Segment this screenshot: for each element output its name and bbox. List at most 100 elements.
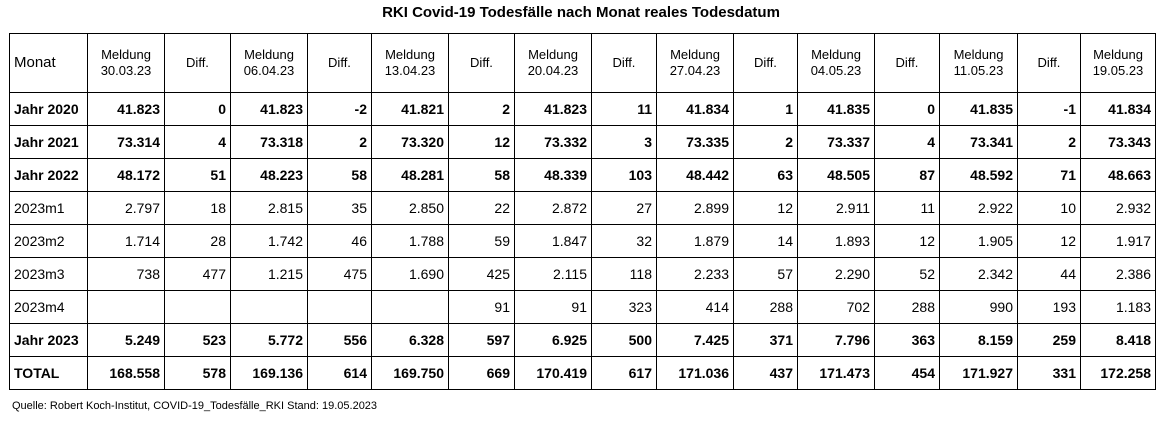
table-cell: 614 — [307, 356, 372, 390]
table-cell: 41.823 — [87, 92, 165, 126]
table-cell: 169.750 — [371, 356, 449, 390]
column-header-label: Diff. — [1037, 55, 1061, 70]
table-cell: 103 — [591, 158, 657, 192]
table-cell: 12 — [874, 224, 940, 258]
table-header-row: Monat Meldung 30.03.23 Diff. Meldung 06.04.23… — [9, 33, 1156, 93]
column-header: Meldung 19.05.23 — [1080, 33, 1156, 93]
table-cell: 7.425 — [656, 323, 734, 357]
table-cell: 8.159 — [939, 323, 1018, 357]
table-cell: 2.115 — [514, 257, 592, 291]
table-cell — [87, 290, 165, 324]
table-cell: 28 — [164, 224, 231, 258]
table-cell: 58 — [448, 158, 515, 192]
table-cell: 1 — [733, 92, 798, 126]
table-cell: 170.419 — [514, 356, 592, 390]
table-cell: 363 — [874, 323, 940, 357]
table-cell: 2 — [733, 125, 798, 159]
table-cell: 1.714 — [87, 224, 165, 258]
table-cell: 288 — [874, 290, 940, 324]
table-cell: 425 — [448, 257, 515, 291]
table-cell: 4 — [164, 125, 231, 159]
table-cell: 371 — [733, 323, 798, 357]
table-cell: 1.742 — [230, 224, 308, 258]
row-label: Jahr 2022 — [9, 158, 88, 192]
table-row: Jahr 2020 41.823 0 41.823 -2 41.821 2 41.823 11 4… — [9, 92, 1156, 126]
deaths-table: Monat Meldung 30.03.23 Diff. Meldung 06.04.23… — [9, 33, 1156, 390]
table-cell: 57 — [733, 257, 798, 291]
column-header-date: 06.04.23 — [243, 63, 295, 78]
table-cell: 5.249 — [87, 323, 165, 357]
table-row: Jahr 2021 73.314 4 73.318 2 73.320 12 73.332 3 73… — [9, 125, 1156, 159]
table-cell: 1.690 — [371, 257, 449, 291]
table-cell: 48.505 — [797, 158, 875, 192]
row-label: 2023m4 — [9, 290, 88, 324]
table-cell: 738 — [87, 257, 165, 291]
table-cell: 1.215 — [230, 257, 308, 291]
column-header-date: 20.04.23 — [527, 63, 579, 78]
table-cell: 48.172 — [87, 158, 165, 192]
table-cell: 2 — [448, 92, 515, 126]
table-cell: 475 — [307, 257, 372, 291]
table-cell: 3 — [591, 125, 657, 159]
table-cell: 331 — [1017, 356, 1081, 390]
table-cell: 73.314 — [87, 125, 165, 159]
row-label: Jahr 2021 — [9, 125, 88, 159]
column-header-label: Diff. — [470, 55, 493, 70]
table-cell: 323 — [591, 290, 657, 324]
table-cell: 454 — [874, 356, 940, 390]
row-label: Jahr 2023 — [9, 323, 88, 357]
table-cell: 2.932 — [1080, 191, 1156, 225]
column-header-label: Diff. — [754, 55, 777, 70]
table-cell: 437 — [733, 356, 798, 390]
column-header-label: Diff. — [328, 55, 351, 70]
table-cell: 48.663 — [1080, 158, 1156, 192]
table-row: Jahr 2023 5.249 523 5.772 556 6.328 597 6.925 50… — [9, 323, 1156, 357]
table-cell: -2 — [307, 92, 372, 126]
page-title: RKI Covid-19 Todesfälle nach Monat reale… — [382, 4, 780, 21]
table-cell: 0 — [164, 92, 231, 126]
table-cell: 48.442 — [656, 158, 734, 192]
table-cell: 51 — [164, 158, 231, 192]
table-cell: 35 — [307, 191, 372, 225]
table-cell: 259 — [1017, 323, 1081, 357]
table-cell: 2.872 — [514, 191, 592, 225]
table-cell: 171.927 — [939, 356, 1018, 390]
table-cell: 12 — [733, 191, 798, 225]
table-cell: 2 — [307, 125, 372, 159]
table-cell: 8.418 — [1080, 323, 1156, 357]
table-row: 2023m2 1.714 28 1.742 46 1.788 59 1.847 32 1.879 1… — [9, 224, 1156, 258]
table-cell: 41.835 — [939, 92, 1018, 126]
table-cell: 32 — [591, 224, 657, 258]
table-cell: 18 — [164, 191, 231, 225]
column-header-label: Meldung — [244, 47, 294, 62]
table-cell: 2.815 — [230, 191, 308, 225]
table-cell: 71 — [1017, 158, 1081, 192]
table-cell: 48.281 — [371, 158, 449, 192]
table-cell: 2.290 — [797, 257, 875, 291]
column-header: Meldung 13.04.23 — [371, 33, 449, 93]
table-cell: 2.922 — [939, 191, 1018, 225]
table-cell: 44 — [1017, 257, 1081, 291]
column-header-date: 30.03.23 — [100, 63, 152, 78]
table-cell: 73.337 — [797, 125, 875, 159]
table-row: 2023m1 2.797 18 2.815 35 2.850 22 2.872 27 2.899 1… — [9, 191, 1156, 225]
column-header-date: 13.04.23 — [384, 63, 436, 78]
table-cell: 2.386 — [1080, 257, 1156, 291]
table-cell: 669 — [448, 356, 515, 390]
table-cell: 1.183 — [1080, 290, 1156, 324]
table-cell: 12 — [1017, 224, 1081, 258]
column-header-label: Meldung — [385, 47, 435, 62]
column-header-label: Monat — [14, 54, 56, 71]
table-cell: 73.320 — [371, 125, 449, 159]
column-header-label: Diff. — [612, 55, 636, 70]
table-cell: 73.343 — [1080, 125, 1156, 159]
table-cell: 171.473 — [797, 356, 875, 390]
table-cell: 702 — [797, 290, 875, 324]
table-cell: 6.328 — [371, 323, 449, 357]
table-cell: 73.335 — [656, 125, 734, 159]
table-cell: 48.339 — [514, 158, 592, 192]
column-header: Diff. — [733, 33, 798, 93]
column-header: Diff. — [874, 33, 940, 93]
table-cell: 2.899 — [656, 191, 734, 225]
table-cell: 1.893 — [797, 224, 875, 258]
